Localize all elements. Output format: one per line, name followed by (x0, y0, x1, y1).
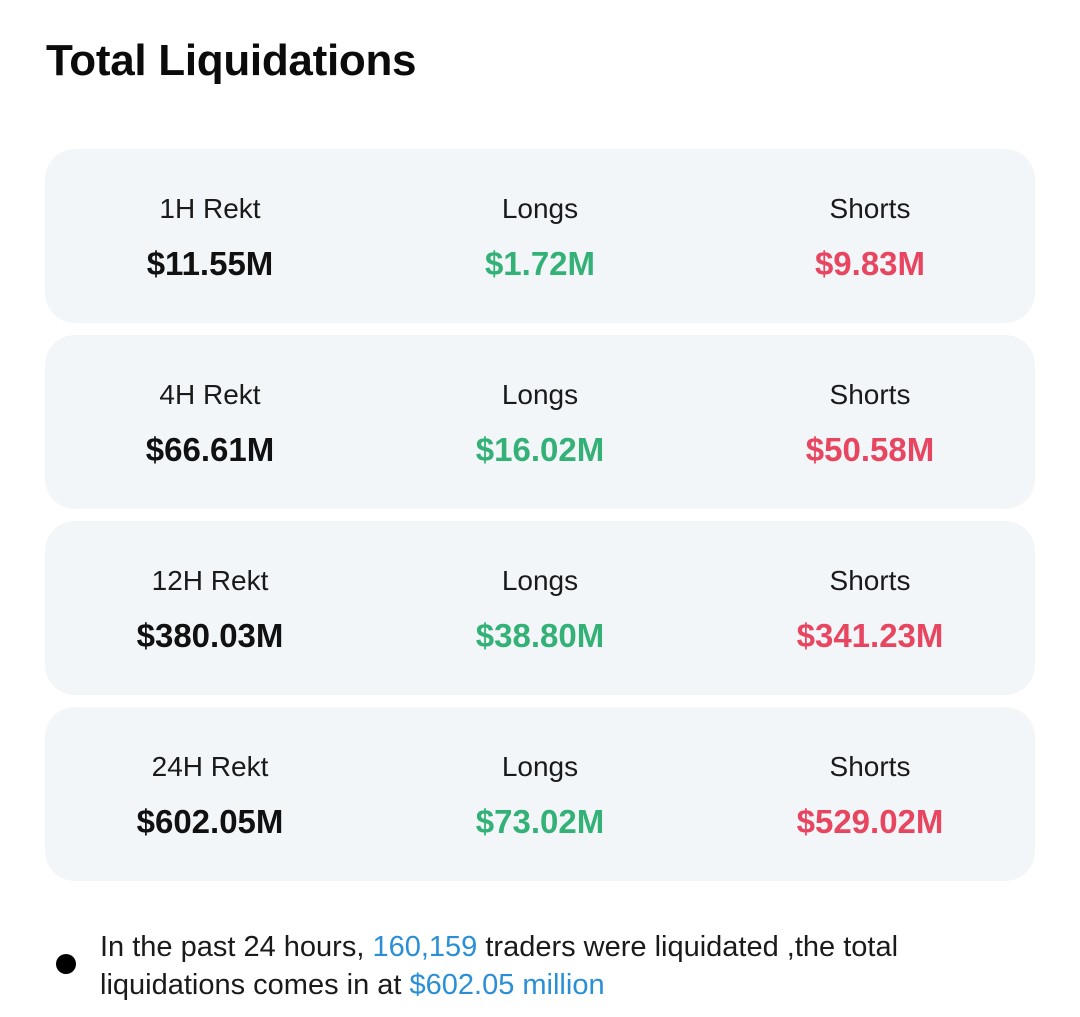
period-label: 24H Rekt (151, 751, 269, 782)
shorts-label: Shorts (829, 379, 911, 410)
summary-prefix: In the past 24 hours, (100, 931, 373, 963)
shorts-value: $529.02M (796, 803, 944, 840)
period-label: 4H Rekt (159, 379, 261, 410)
total-value: $602.05M (136, 803, 284, 840)
shorts-column: Shorts $341.23M (705, 521, 1035, 695)
shorts-label: Shorts (829, 193, 911, 224)
period-label: 12H Rekt (151, 565, 269, 596)
liquidation-card-4h[interactable]: 4H Rekt $66.61M Longs $16.02M Shorts $50… (45, 335, 1035, 509)
longs-value: $1.72M (484, 245, 596, 282)
total-column: 24H Rekt $602.05M (45, 707, 375, 881)
shorts-column: Shorts $9.83M (705, 149, 1035, 323)
total-value: $66.61M (145, 431, 275, 468)
page-title: Total Liquidations (46, 36, 417, 85)
longs-value: $16.02M (475, 431, 605, 468)
longs-column: Longs $73.02M (375, 707, 705, 881)
total-amount: $602.05 million (409, 969, 605, 1001)
shorts-column: Shorts $50.58M (705, 335, 1035, 509)
shorts-value: $341.23M (796, 617, 944, 654)
longs-label: Longs (501, 565, 579, 596)
liquidation-cards: 1H Rekt $11.55M Longs $1.72M Shorts $9.8… (45, 149, 1035, 893)
period-label: 1H Rekt (159, 193, 261, 224)
longs-column: Longs $38.80M (375, 521, 705, 695)
longs-column: Longs $16.02M (375, 335, 705, 509)
summary-middle: traders were liquidated ,the total liqui… (100, 931, 899, 1001)
total-value: $11.55M (146, 245, 274, 282)
liquidation-card-12h[interactable]: 12H Rekt $380.03M Longs $38.80M Shorts $… (45, 521, 1035, 695)
traders-count: 160,159 (372, 931, 478, 963)
longs-value: $38.80M (475, 617, 605, 654)
shorts-label: Shorts (829, 751, 911, 782)
bullet-icon (56, 954, 76, 974)
longs-label: Longs (501, 193, 579, 224)
longs-label: Longs (501, 751, 579, 782)
summary-text: In the past 24 hours, 160,159 traders we… (100, 928, 1016, 1004)
shorts-column: Shorts $529.02M (705, 707, 1035, 881)
shorts-label: Shorts (829, 565, 911, 596)
shorts-value: $50.58M (805, 431, 935, 468)
liquidation-card-1h[interactable]: 1H Rekt $11.55M Longs $1.72M Shorts $9.8… (45, 149, 1035, 323)
total-column: 12H Rekt $380.03M (45, 521, 375, 695)
longs-value: $73.02M (475, 803, 605, 840)
liquidation-card-24h[interactable]: 24H Rekt $602.05M Longs $73.02M Shorts $… (45, 707, 1035, 881)
total-column: 4H Rekt $66.61M (45, 335, 375, 509)
total-value: $380.03M (136, 617, 284, 654)
longs-column: Longs $1.72M (375, 149, 705, 323)
longs-label: Longs (501, 379, 579, 410)
summary-note: In the past 24 hours, 160,159 traders we… (56, 928, 1016, 1004)
shorts-value: $9.83M (814, 245, 926, 282)
total-column: 1H Rekt $11.55M (45, 149, 375, 323)
